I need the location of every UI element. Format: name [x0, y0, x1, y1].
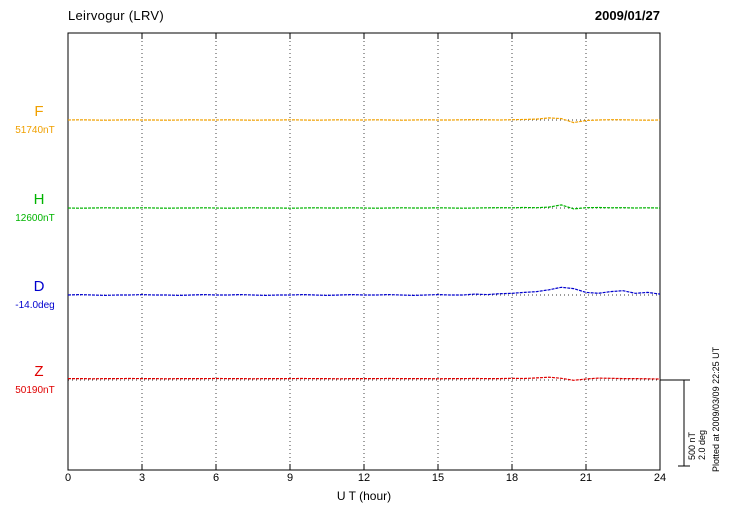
- trace-d: [67, 286, 661, 297]
- station-title: Leirvogur (LRV): [68, 8, 165, 23]
- x-tick-label-0: 0: [64, 472, 72, 484]
- x-axis-label: U T (hour): [336, 489, 392, 503]
- x-tick-label-6: 6: [212, 472, 220, 484]
- trace-f: [67, 117, 661, 124]
- x-tick-label-3: 3: [138, 472, 146, 484]
- trace-letter-z: Z: [34, 363, 44, 380]
- trace-z: [68, 376, 661, 381]
- scalebar-label-deg: 2.0 deg: [697, 429, 707, 460]
- trace-baseline-value-f: 51740nT: [15, 125, 55, 136]
- x-tick-label-18: 18: [505, 472, 519, 484]
- trace-baseline-value-h: 12600nT: [15, 213, 55, 224]
- x-tick-label-24: 24: [653, 472, 667, 484]
- trace-baseline-value-d: -14.0deg: [15, 300, 55, 311]
- x-tick-label-12: 12: [357, 472, 371, 484]
- trace-letter-f: F: [34, 103, 44, 120]
- scalebar-label-nt: 500 nT: [687, 431, 697, 460]
- trace-letter-h: H: [33, 191, 45, 208]
- x-tick-label-15: 15: [431, 472, 445, 484]
- plotted-at-note: Plotted at 2009/03/09 22:25 UT: [711, 346, 721, 472]
- trace-baseline-value-z: 50190nT: [15, 385, 55, 396]
- trace-h: [67, 204, 661, 210]
- plot-frame: [67, 32, 661, 471]
- trace-letter-d: D: [33, 278, 45, 295]
- x-tick-label-9: 9: [286, 472, 294, 484]
- plot-date: 2009/01/27: [594, 8, 660, 23]
- x-tick-label-21: 21: [579, 472, 593, 484]
